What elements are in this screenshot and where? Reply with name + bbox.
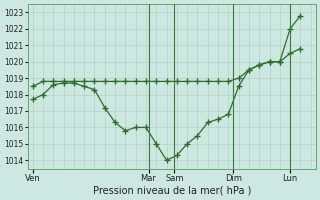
X-axis label: Pression niveau de la mer( hPa ): Pression niveau de la mer( hPa ) [92, 186, 251, 196]
